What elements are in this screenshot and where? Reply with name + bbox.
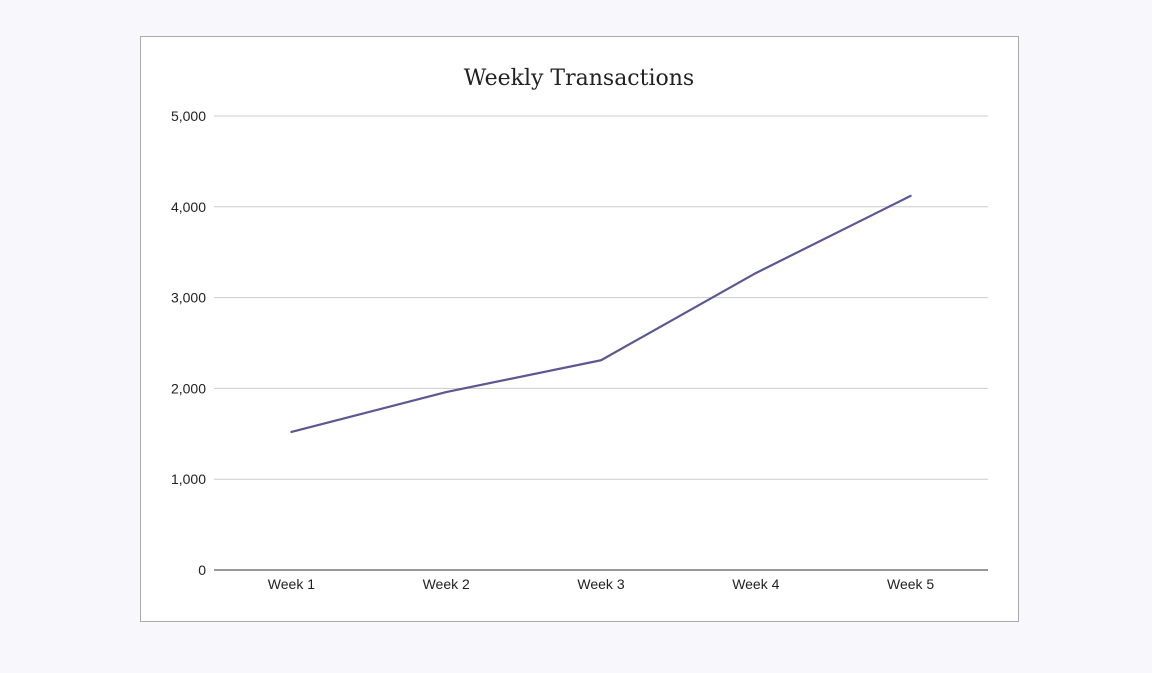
series-layer bbox=[290, 194, 912, 434]
x-tick-label: Week 2 bbox=[423, 576, 470, 592]
y-axis-tick-labels: 0 1,000 2,000 3,000 4,000 5,000 bbox=[171, 108, 206, 578]
chart-title: Weekly Transactions bbox=[464, 66, 694, 91]
chart-card bbox=[140, 36, 1019, 622]
gridlines bbox=[214, 115, 988, 480]
x-axis-tick-labels: Week 1 Week 2 Week 3 Week 4 Week 5 bbox=[268, 576, 935, 592]
y-tick-label: 5,000 bbox=[171, 108, 206, 124]
x-tick-label: Week 4 bbox=[732, 576, 779, 592]
x-tick-label: Week 3 bbox=[577, 576, 624, 592]
y-tick-label: 2,000 bbox=[171, 380, 206, 396]
x-tick-label: Week 5 bbox=[887, 576, 934, 592]
y-tick-label: 0 bbox=[198, 562, 206, 578]
y-tick-label: 4,000 bbox=[171, 199, 206, 215]
series-line bbox=[290, 194, 912, 434]
y-tick-label: 3,000 bbox=[171, 290, 206, 306]
y-tick-label: 1,000 bbox=[171, 471, 206, 487]
x-tick-label: Week 1 bbox=[268, 576, 315, 592]
